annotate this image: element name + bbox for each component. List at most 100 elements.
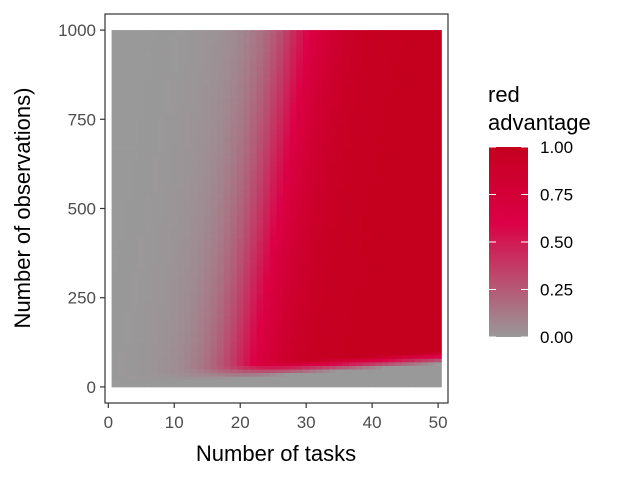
heatmap-tile <box>382 115 390 120</box>
heatmap-tile <box>203 112 211 117</box>
heatmap-tile <box>118 115 126 120</box>
heatmap-tile <box>197 194 205 199</box>
heatmap-tile <box>349 340 357 345</box>
heatmap-tile <box>421 105 429 109</box>
heatmap-tile <box>302 69 310 74</box>
heatmap-tile <box>362 308 370 313</box>
heatmap-tile <box>342 365 350 370</box>
heatmap-tile <box>151 72 159 77</box>
heatmap-tile <box>137 33 145 38</box>
heatmap-tile <box>131 133 139 138</box>
heatmap-tile <box>269 269 277 274</box>
heatmap-tile <box>276 287 284 291</box>
heatmap-tile <box>415 290 423 295</box>
heatmap-tile <box>124 58 132 63</box>
heatmap-tile <box>230 87 238 92</box>
heatmap-tile <box>137 294 145 299</box>
heatmap-tile <box>243 119 251 124</box>
heatmap-tile <box>223 101 231 106</box>
heatmap-tile <box>302 312 310 316</box>
heatmap-tile <box>217 333 225 338</box>
heatmap-tile <box>316 315 324 320</box>
heatmap-tile <box>137 287 145 291</box>
heatmap-tile <box>269 233 277 238</box>
heatmap-tile <box>368 212 376 217</box>
heatmap-tile <box>269 208 277 213</box>
heatmap-tile <box>329 119 337 124</box>
heatmap-tile <box>309 172 317 177</box>
heatmap-tile <box>382 33 390 38</box>
heatmap-tile <box>329 144 337 149</box>
heatmap-tile <box>144 169 152 174</box>
heatmap-tile <box>157 372 165 377</box>
heatmap-tile <box>395 251 403 256</box>
heatmap-tile <box>230 33 238 38</box>
heatmap-tile <box>355 47 363 52</box>
heatmap-tile <box>276 340 284 345</box>
heatmap-tile <box>382 344 390 349</box>
heatmap-tile <box>349 151 357 156</box>
heatmap-tile <box>164 290 172 295</box>
heatmap-tile <box>421 240 429 245</box>
heatmap-tile <box>401 201 409 206</box>
heatmap-tile <box>421 162 429 167</box>
heatmap-tile <box>124 351 132 356</box>
heatmap-tile <box>362 165 370 170</box>
heatmap-tile <box>243 308 251 313</box>
heatmap-tile <box>157 197 165 202</box>
heatmap-tile <box>210 69 218 74</box>
heatmap-tile <box>283 201 291 206</box>
heatmap-tile <box>434 219 442 224</box>
heatmap-tile <box>118 336 126 341</box>
heatmap-tile <box>382 108 390 113</box>
heatmap-tile <box>342 372 350 377</box>
heatmap-tile <box>223 294 231 299</box>
heatmap-tile <box>164 297 172 302</box>
heatmap-tile <box>217 33 225 38</box>
heatmap-tile <box>236 44 244 49</box>
heatmap-tile <box>401 294 409 299</box>
heatmap-tile <box>230 326 238 331</box>
heatmap-tile <box>335 90 343 95</box>
heatmap-tile <box>210 237 218 242</box>
heatmap-tile <box>131 169 139 174</box>
heatmap-tile <box>289 379 297 384</box>
heatmap-tile <box>316 336 324 341</box>
heatmap-tile <box>309 30 317 35</box>
heatmap-tile <box>230 351 238 356</box>
heatmap-tile <box>335 65 343 70</box>
heatmap-tile <box>289 376 297 381</box>
heatmap-tile <box>256 112 264 117</box>
heatmap-tile <box>190 76 198 81</box>
heatmap-tile <box>428 169 436 174</box>
heatmap-tile <box>157 97 165 102</box>
heatmap-tile <box>144 40 152 45</box>
heatmap-tile <box>263 215 271 220</box>
heatmap-tile <box>170 51 178 56</box>
heatmap-tile <box>302 94 310 99</box>
heatmap-tile <box>401 279 409 284</box>
heatmap-tile <box>322 154 330 159</box>
heatmap-tile <box>342 297 350 302</box>
heatmap-tile <box>184 347 192 352</box>
heatmap-tile <box>131 80 139 84</box>
heatmap-tile <box>170 276 178 281</box>
heatmap-tile <box>118 176 126 181</box>
heatmap-tile <box>236 140 244 145</box>
heatmap-tile <box>236 219 244 224</box>
heatmap-tile <box>415 351 423 356</box>
heatmap-tile <box>349 294 357 299</box>
heatmap-tile <box>111 365 119 370</box>
heatmap-tile <box>283 204 291 209</box>
heatmap-tile <box>342 197 350 202</box>
heatmap-tile <box>368 40 376 45</box>
heatmap-tile <box>362 376 370 381</box>
heatmap-tile <box>111 212 119 217</box>
heatmap-tile <box>210 144 218 149</box>
heatmap-tile <box>434 379 442 384</box>
heatmap-tile <box>217 379 225 384</box>
heatmap-tile <box>428 129 436 134</box>
heatmap-tile <box>322 101 330 106</box>
heatmap-tile <box>421 194 429 199</box>
heatmap-tile <box>362 87 370 92</box>
